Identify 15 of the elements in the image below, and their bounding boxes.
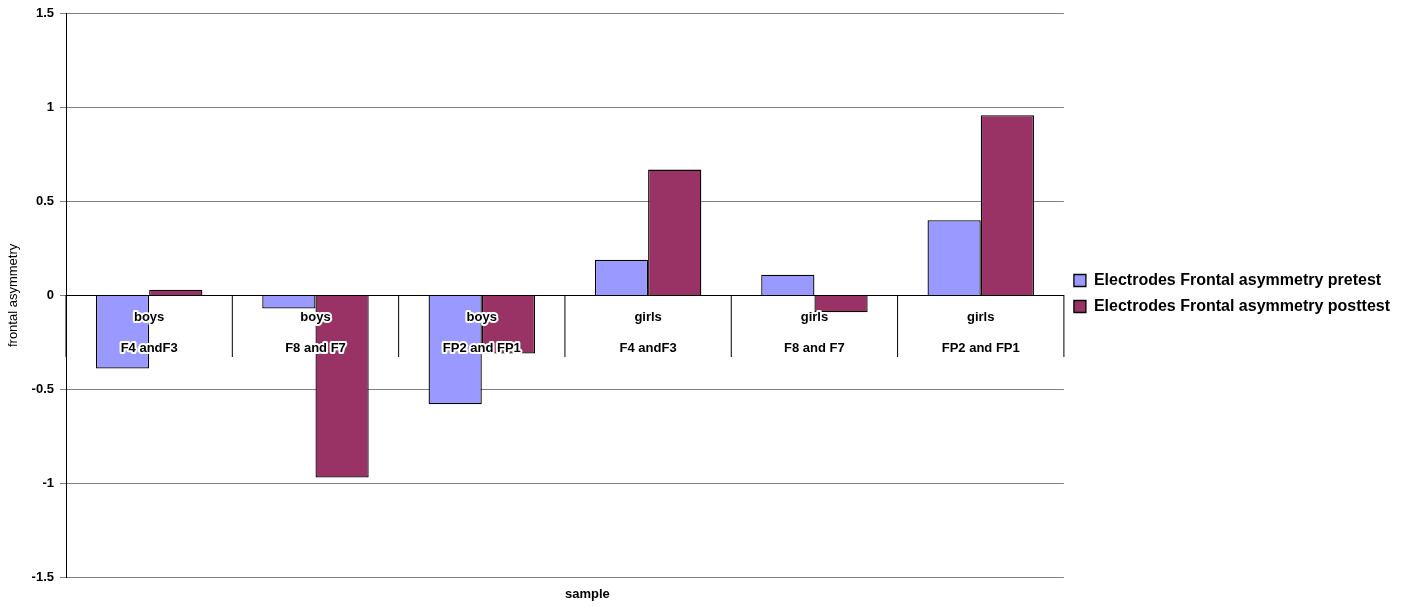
- category-label: girls F4 andF3: [619, 308, 677, 355]
- y-tick-label: 1.5: [35, 5, 54, 21]
- legend-label: Electrodes Frontal asymmetry pretest: [1093, 270, 1382, 288]
- y-tick-label: -1: [42, 474, 54, 490]
- y-axis-title: frontal asymmetry: [5, 243, 21, 348]
- y-tick-label: 0.5: [35, 193, 54, 209]
- x-axis-title: sample: [564, 586, 610, 601]
- category-label: boys FP2 and FP1: [442, 308, 521, 355]
- y-tick-label: 0: [46, 286, 54, 302]
- y-tick-label: -1.5: [31, 568, 54, 584]
- legend-label: Electrodes Frontal asymmetry posttest: [1093, 296, 1391, 314]
- category-label: girls F8 and F7: [784, 308, 845, 355]
- category-label: girls FP2 and FP1: [941, 308, 1020, 355]
- y-tick-label: 1: [46, 99, 54, 115]
- y-tick-label: -0.5: [31, 380, 54, 396]
